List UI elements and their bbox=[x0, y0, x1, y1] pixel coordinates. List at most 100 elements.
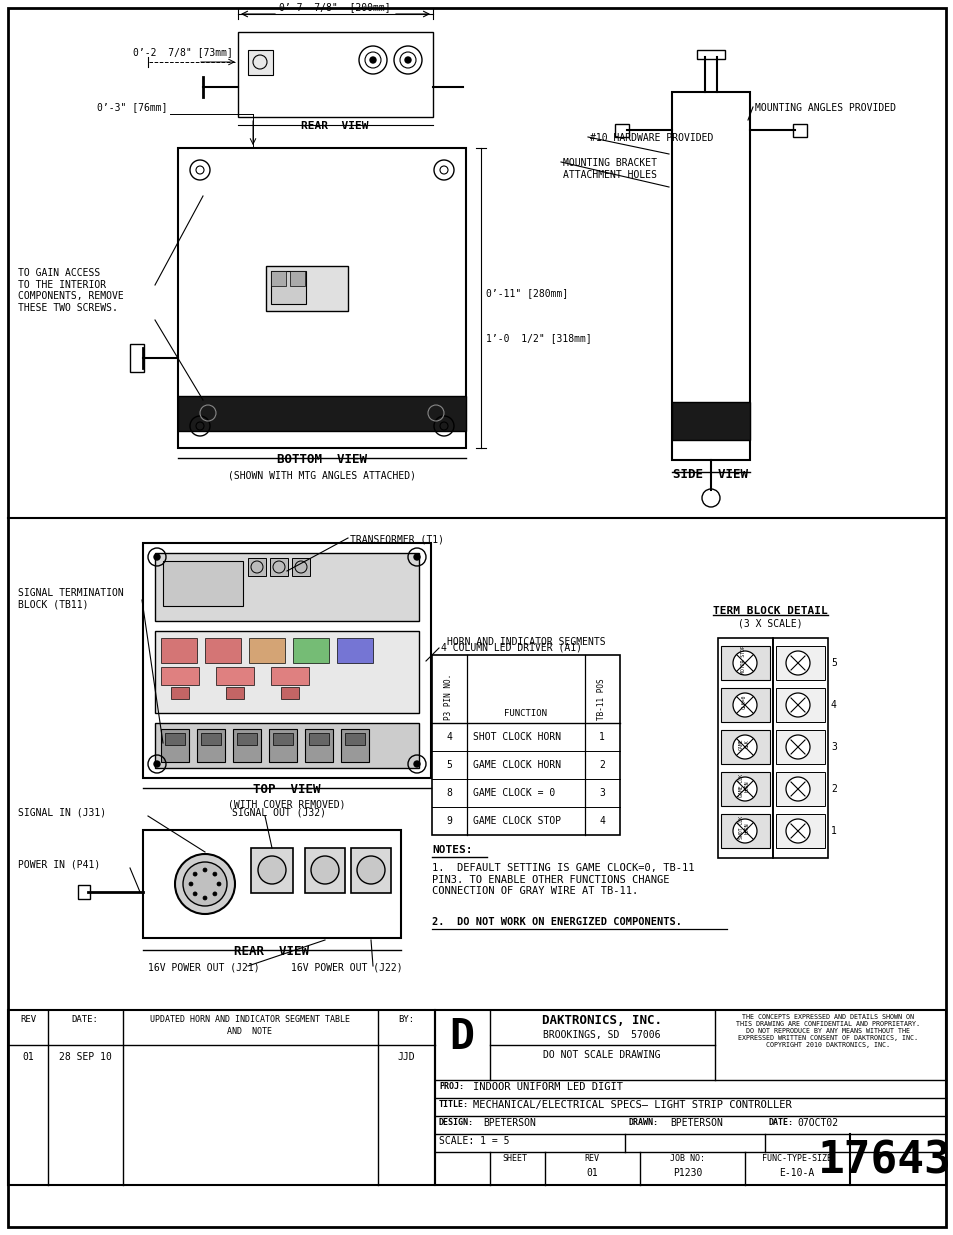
Circle shape bbox=[785, 777, 809, 802]
Bar bbox=[775, 646, 824, 680]
Text: E-10-A: E-10-A bbox=[779, 1168, 814, 1178]
Bar bbox=[775, 730, 824, 764]
Text: TOP  VIEW: TOP VIEW bbox=[253, 783, 320, 797]
Text: 16V POWER OUT (J22): 16V POWER OUT (J22) bbox=[291, 963, 402, 973]
Text: 8: 8 bbox=[446, 788, 452, 798]
Bar bbox=[671, 403, 749, 440]
Text: MOUNTING BRACKET
ATTACHMENT HOLES: MOUNTING BRACKET ATTACHMENT HOLES bbox=[562, 158, 657, 179]
Text: SIGNAL IN (J31): SIGNAL IN (J31) bbox=[18, 808, 106, 818]
Circle shape bbox=[732, 693, 757, 718]
Text: 16V POWER OUT (J21): 16V POWER OUT (J21) bbox=[148, 963, 259, 973]
Text: MECHANICAL/ELECTRICAL SPECS– LIGHT STRIP CONTROLLER: MECHANICAL/ELECTRICAL SPECS– LIGHT STRIP… bbox=[473, 1100, 791, 1110]
Bar bbox=[165, 734, 185, 745]
Text: SHOT CLK
HORN: SHOT CLK HORN bbox=[738, 816, 749, 840]
Text: (SHOWN WITH MTG ANGLES ATTACHED): (SHOWN WITH MTG ANGLES ATTACHED) bbox=[228, 471, 416, 480]
Text: 1’-0  1/2" [318mm]: 1’-0 1/2" [318mm] bbox=[485, 333, 591, 343]
Circle shape bbox=[216, 882, 221, 885]
Text: FUNCTION: FUNCTION bbox=[504, 709, 547, 718]
Text: SIGNAL TERMINATION
BLOCK (TB11): SIGNAL TERMINATION BLOCK (TB11) bbox=[18, 588, 124, 610]
Text: #10 HARDWARE PROVIDED: #10 HARDWARE PROVIDED bbox=[589, 133, 713, 143]
Text: MOTOR STOP: MOTOR STOP bbox=[740, 646, 745, 674]
Bar bbox=[271, 270, 306, 304]
Text: GAME
CLK: GAME CLK bbox=[738, 739, 749, 750]
Text: 4: 4 bbox=[830, 700, 836, 710]
Text: TERM BLOCK DETAIL: TERM BLOCK DETAIL bbox=[712, 606, 826, 616]
Circle shape bbox=[174, 853, 234, 914]
Text: REV: REV bbox=[584, 1153, 598, 1163]
Circle shape bbox=[405, 57, 411, 63]
Text: THE CONCEPTS EXPRESSED AND DETAILS SHOWN ON
THIS DRAWING ARE CONFIDENTIAL AND PR: THE CONCEPTS EXPRESSED AND DETAILS SHOWN… bbox=[735, 1014, 919, 1049]
Text: DESIGN:: DESIGN: bbox=[438, 1118, 474, 1128]
Text: 5: 5 bbox=[446, 760, 452, 769]
Bar bbox=[305, 729, 333, 762]
Bar bbox=[143, 830, 400, 939]
Bar bbox=[249, 638, 285, 663]
Bar bbox=[792, 124, 806, 137]
Text: GAME CLK
HORN: GAME CLK HORN bbox=[738, 774, 749, 798]
Text: BPETERSON: BPETERSON bbox=[482, 1118, 536, 1128]
Bar bbox=[271, 270, 286, 287]
Text: BROOKINGS, SD  57006: BROOKINGS, SD 57006 bbox=[542, 1030, 660, 1040]
Text: GAME CLOCK STOP: GAME CLOCK STOP bbox=[473, 816, 560, 826]
Text: 0’-11" [280mm]: 0’-11" [280mm] bbox=[485, 288, 568, 298]
Circle shape bbox=[153, 761, 160, 767]
Text: 2: 2 bbox=[830, 784, 836, 794]
Text: SIGNAL OUT (J32): SIGNAL OUT (J32) bbox=[232, 808, 326, 818]
Text: POWER IN (P41): POWER IN (P41) bbox=[18, 860, 100, 869]
Text: TRANSFORMER (T1): TRANSFORMER (T1) bbox=[350, 534, 443, 543]
Bar bbox=[351, 848, 391, 893]
Text: PROJ:: PROJ: bbox=[438, 1082, 463, 1091]
Bar bbox=[163, 561, 243, 606]
Text: REV: REV bbox=[20, 1015, 36, 1024]
Bar bbox=[720, 814, 769, 848]
Text: 07OCT02: 07OCT02 bbox=[796, 1118, 838, 1128]
Text: P3 PIN NO.: P3 PIN NO. bbox=[444, 674, 453, 720]
Circle shape bbox=[183, 862, 227, 906]
Circle shape bbox=[203, 897, 207, 900]
Bar bbox=[671, 91, 749, 459]
Bar bbox=[248, 49, 273, 75]
Bar bbox=[171, 687, 189, 699]
Circle shape bbox=[370, 57, 375, 63]
Circle shape bbox=[785, 693, 809, 718]
Bar bbox=[271, 667, 309, 685]
Bar bbox=[154, 553, 418, 621]
Bar bbox=[266, 266, 348, 311]
Text: 4: 4 bbox=[598, 816, 604, 826]
Circle shape bbox=[311, 856, 338, 884]
Circle shape bbox=[785, 651, 809, 676]
Text: BOTTOM  VIEW: BOTTOM VIEW bbox=[276, 453, 367, 466]
Circle shape bbox=[153, 555, 160, 559]
Bar bbox=[143, 543, 431, 778]
Text: FUNC-TYPE-SIZE: FUNC-TYPE-SIZE bbox=[761, 1153, 831, 1163]
Bar bbox=[720, 646, 769, 680]
Bar bbox=[273, 734, 293, 745]
Bar bbox=[196, 729, 225, 762]
Bar bbox=[237, 32, 433, 117]
Text: REAR  VIEW: REAR VIEW bbox=[234, 945, 309, 958]
Text: 0’-7  7/8"  [200mm]: 0’-7 7/8" [200mm] bbox=[279, 2, 391, 12]
Text: D: D bbox=[449, 1016, 474, 1058]
Text: 1: 1 bbox=[598, 732, 604, 742]
Text: 01: 01 bbox=[22, 1052, 34, 1062]
Text: 4: 4 bbox=[446, 732, 452, 742]
Text: 3: 3 bbox=[830, 742, 836, 752]
Text: 1.  DEFAULT SETTING IS GAME CLOCK=0, TB-11
PIN3. TO ENABLE OTHER FUNCTIONS CHANG: 1. DEFAULT SETTING IS GAME CLOCK=0, TB-1… bbox=[432, 863, 694, 897]
Bar bbox=[205, 638, 241, 663]
Text: (3 X SCALE): (3 X SCALE) bbox=[737, 618, 801, 629]
Bar bbox=[775, 688, 824, 722]
Text: SHOT CLOCK HORN: SHOT CLOCK HORN bbox=[473, 732, 560, 742]
Bar bbox=[292, 558, 310, 576]
Bar bbox=[718, 638, 772, 858]
Text: GAME CLOCK = 0: GAME CLOCK = 0 bbox=[473, 788, 555, 798]
Text: TB-11 POS: TB-11 POS bbox=[597, 678, 606, 720]
Bar bbox=[154, 722, 418, 768]
Circle shape bbox=[257, 856, 286, 884]
Text: AND  NOTE: AND NOTE bbox=[227, 1028, 273, 1036]
Circle shape bbox=[732, 735, 757, 760]
Text: 4 COLUMN LED DRIVER (A1): 4 COLUMN LED DRIVER (A1) bbox=[440, 643, 581, 653]
Bar bbox=[309, 734, 329, 745]
Text: 3: 3 bbox=[598, 788, 604, 798]
Text: SIDE  VIEW: SIDE VIEW bbox=[673, 468, 748, 480]
Bar bbox=[435, 1010, 945, 1186]
